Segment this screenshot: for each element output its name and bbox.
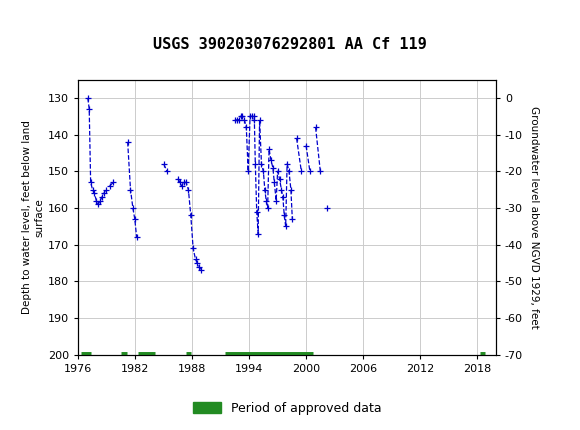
Text: ▒USGS: ▒USGS xyxy=(3,8,53,28)
Legend: Period of approved data: Period of approved data xyxy=(188,397,386,420)
Y-axis label: Groundwater level above NGVD 1929, feet: Groundwater level above NGVD 1929, feet xyxy=(528,106,539,329)
Y-axis label: Depth to water level, feet below land
surface: Depth to water level, feet below land su… xyxy=(23,120,44,314)
Text: USGS 390203076292801 AA Cf 119: USGS 390203076292801 AA Cf 119 xyxy=(153,37,427,52)
